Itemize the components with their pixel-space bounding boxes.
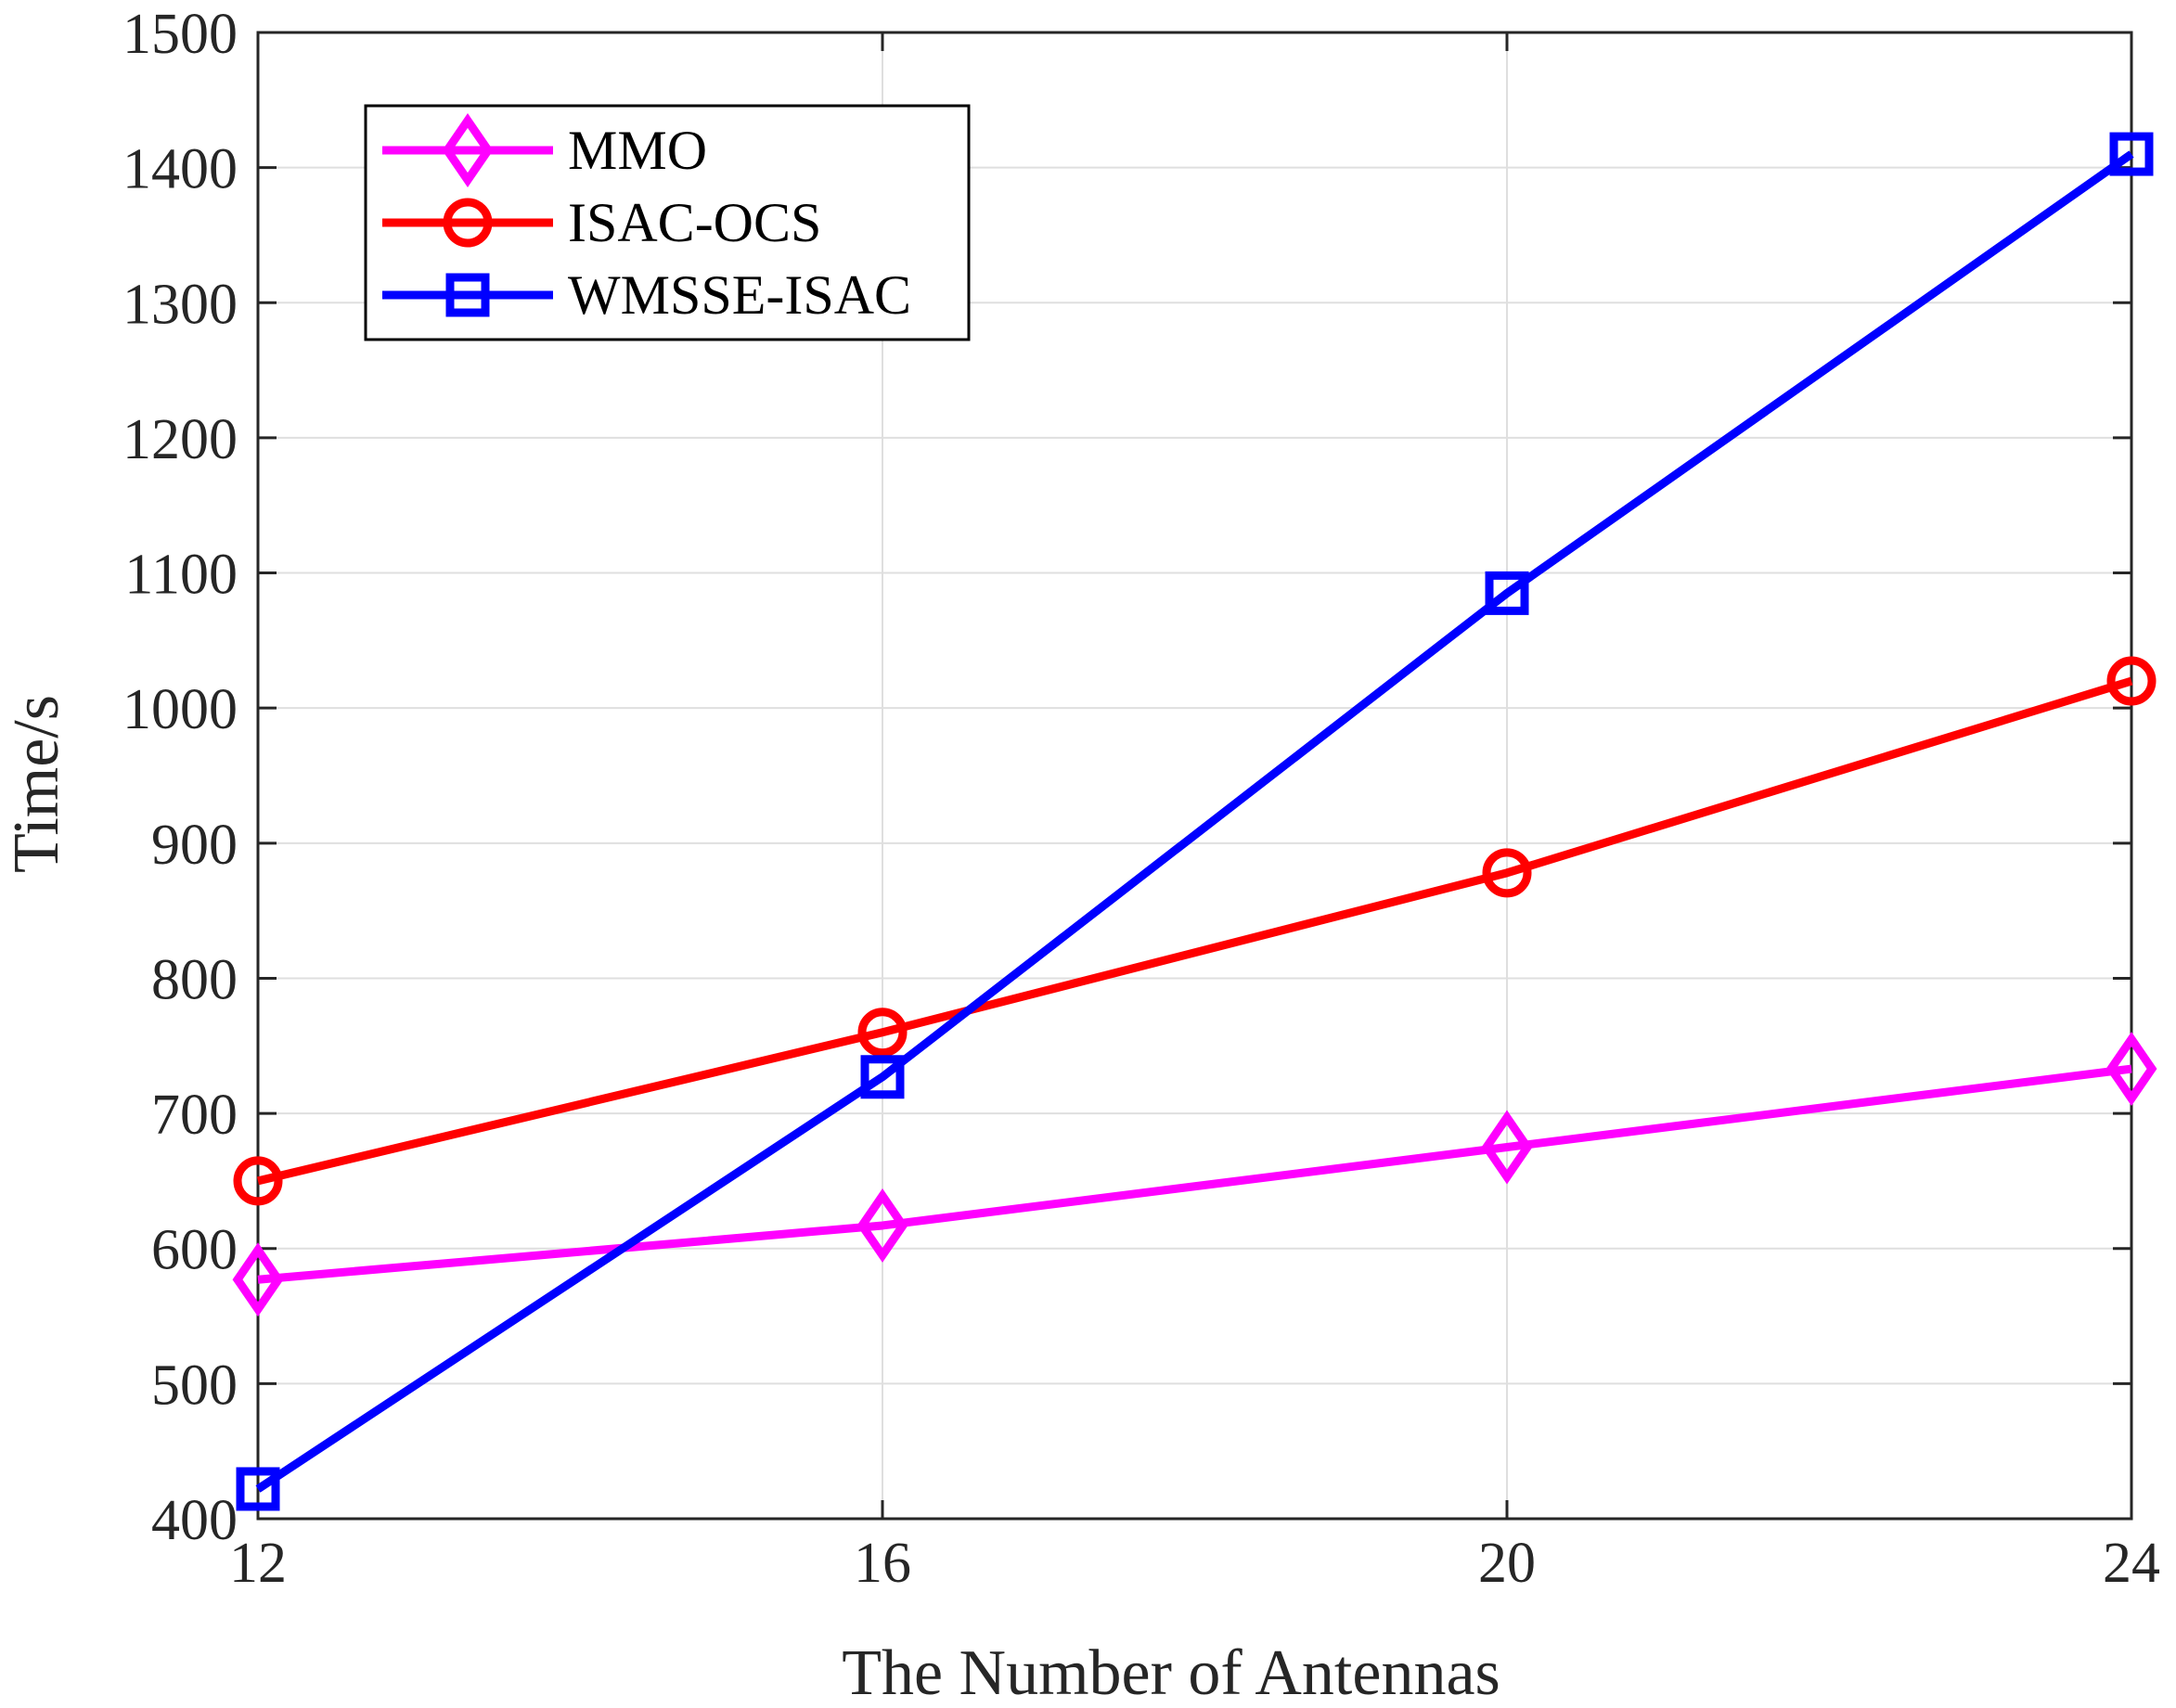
legend-label: WMSSE-ISAC [568,264,911,326]
x-tick-label: 24 [2103,1532,2160,1595]
series-line [255,150,2134,1493]
data-point-marker [236,1467,280,1511]
y-tick-label: 1300 [122,273,238,336]
data-point-marker [1485,571,1529,615]
y-tick-label: 1500 [122,3,238,66]
legend-label: MMO [568,120,707,181]
y-tick-label: 400 [151,1489,238,1552]
data-point-marker [1482,848,1532,898]
data-point-marker [857,1008,908,1058]
legend-label: ISAC-OCS [568,192,821,253]
y-tick-label: 700 [151,1084,238,1147]
legend-item: WMSSE-ISAC [382,264,911,326]
data-point-marker [232,1242,284,1317]
data-point-marker [233,1156,283,1206]
data-point-marker [856,1188,908,1263]
series-line [257,1064,2132,1284]
y-axis-label: Time/s [1,695,72,873]
series-wmsse-isac [236,132,2154,1511]
y-tick-label: 1200 [122,408,238,471]
data-point-marker [2109,132,2154,176]
y-tick-label: 600 [151,1219,238,1282]
data-point-marker [2105,1032,2157,1106]
data-point-marker [2106,656,2157,706]
x-tick-label: 12 [229,1532,287,1595]
legend-marker [445,273,490,317]
x-tick-label: 16 [854,1532,911,1595]
plot-frame [256,31,2133,1521]
legend-marker [443,198,493,248]
series-line [256,676,2133,1186]
y-tick-label: 500 [151,1354,238,1417]
y-tick-label: 1100 [124,544,238,607]
data-point-marker [860,1055,905,1099]
x-axis-label: The Number of Antennas [842,1637,1500,1708]
legend-marker [442,113,494,187]
data-point-marker [1481,1110,1533,1185]
axes: 400 500 600 700 800 900 1000 1100 1200 1300 1400 15… [122,3,2160,1595]
legend-item: ISAC-OCS [382,192,821,253]
legend-item: MMO [382,113,707,187]
series-isac-ocs [233,656,2157,1206]
y-tick-label: 900 [151,814,238,877]
y-tick-label: 1400 [122,138,238,201]
series-layer [232,132,2157,1511]
legend: MMO ISAC-OCS WMSSE-ISAC [364,104,971,341]
y-tick-label: 800 [151,948,238,1011]
x-tick-label: 20 [1478,1532,1536,1595]
series-mmo [232,1032,2157,1317]
y-tick-label: 1000 [122,678,238,741]
